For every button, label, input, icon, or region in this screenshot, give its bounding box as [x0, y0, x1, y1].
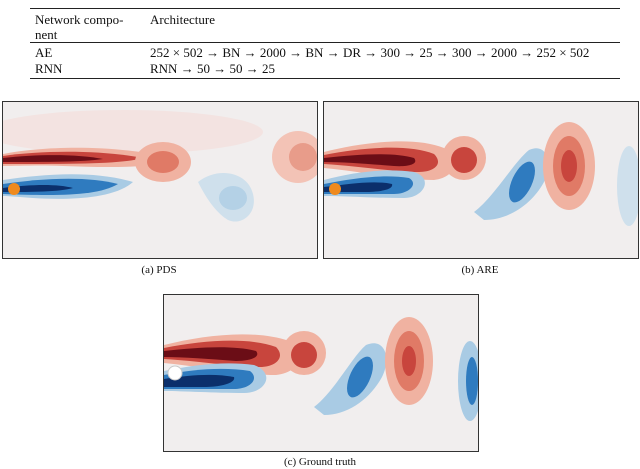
- caption-are: (b) ARE: [461, 264, 499, 276]
- row-rnn-architecture: RNN → 50 → 50 → 25: [150, 61, 275, 76]
- table-bottom-rule: [30, 78, 620, 79]
- table-header-rule: [30, 42, 620, 43]
- row-ae-architecture: 252 × 502 → BN → 2000 → BN → DR → 300 → …: [150, 45, 590, 60]
- header-component: Network compo- nent: [35, 12, 124, 42]
- caption-ground-truth: (c) Ground truth: [283, 456, 357, 468]
- cylinder-marker: [329, 183, 341, 195]
- caption-pds: (a) PDS: [141, 264, 177, 276]
- cylinder-marker: [8, 183, 20, 195]
- figure-are: [323, 101, 639, 259]
- cylinder-marker: [167, 365, 183, 381]
- table-top-rule: [30, 8, 620, 9]
- row-rnn-component: RNN: [35, 61, 63, 76]
- are-flow-field: [324, 102, 638, 258]
- ground-truth-flow-field: [164, 295, 478, 451]
- figure-pds: [2, 101, 318, 259]
- pds-flow-field: [3, 102, 317, 258]
- row-ae-component: AE: [35, 45, 53, 60]
- figure-ground-truth: [163, 294, 479, 452]
- header-architecture: Architecture: [150, 12, 215, 27]
